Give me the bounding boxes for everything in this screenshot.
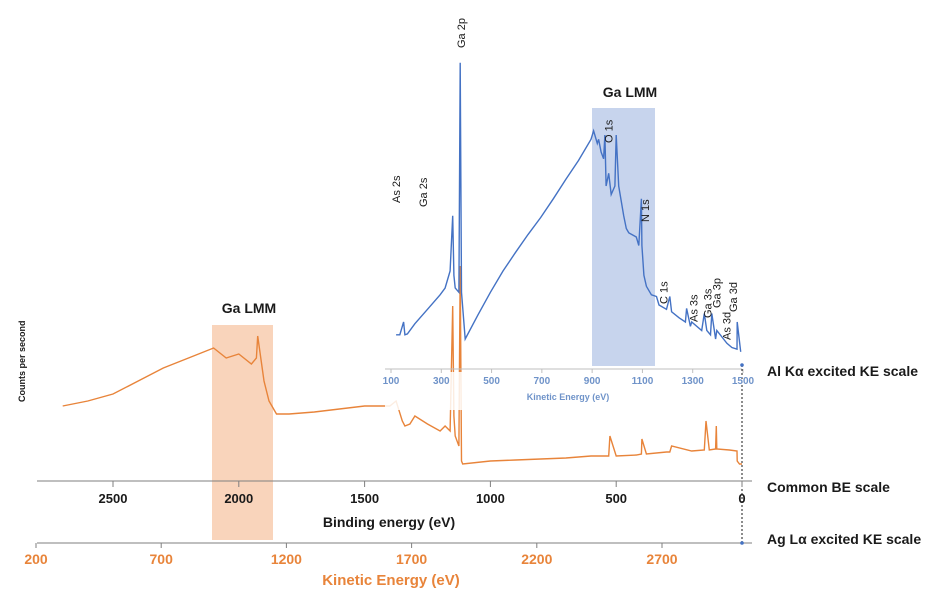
zero-marker-bottom [740,541,744,545]
ga-lmm-al-region [592,108,655,366]
al-ke-tick-label: 700 [534,376,551,387]
al-ke-tick-label: 1300 [682,376,705,387]
peak-label: N 1s [640,199,652,222]
peak-label: As 3s [689,294,701,322]
ag-ke-tick-label: 700 [150,551,174,567]
ag-ke-tick-label: 200 [24,551,48,567]
al-ke-axis: Kinetic Energy (eV) [385,368,742,402]
be-tick-label: 2000 [224,491,253,506]
al-ke-tick-label: 900 [584,376,601,387]
ag-ke-tick-label: 2700 [646,551,677,567]
ag-ke-tick-label: 1200 [271,551,302,567]
be-scale-name: Common BE scale [767,479,890,495]
al-ke-axis-backdrop [385,372,745,410]
al-ke-scale-name: Al Kα excited KE scale [767,363,918,379]
be-tick-label: 0 [738,491,745,506]
series-ag-la-line [62,265,742,465]
series-al-ka-line [396,62,742,352]
y-axis-label: Counts per second [17,320,27,402]
ga-lmm-al-label: Ga LMM [603,84,657,100]
ga-lmm-ag-region [212,325,273,540]
ag-ke-tick-label: 2200 [521,551,552,567]
be-axis-label: Binding energy (eV) [323,514,455,530]
ag-ke-axis-label: Kinetic Energy (eV) [322,572,460,589]
be-tick-label: 500 [605,491,627,506]
region-layer: Ga LMM Ga LMM [212,84,657,540]
ag-ke-axis: Kinetic Energy (eV) [37,542,752,589]
al-ke-tick-label: 1100 [632,376,654,387]
be-tick-label: 1000 [476,491,505,506]
al-ke-tick-label: 100 [383,376,400,387]
peak-label: Ga 2s [418,177,430,207]
peak-label: As 3d [722,312,734,340]
peak-label: C 1s [658,281,670,304]
peak-label: Ga 3p [712,278,724,308]
be-tick-label: 1500 [350,491,379,506]
peak-label: Ga 3d [728,282,740,312]
zero-marker-top [740,363,744,367]
ag-ke-tick-label: 1700 [396,551,427,567]
tick-layer: 2500 2000 1500 1000 500 0 200 700 1200 1700 2200 27… [24,369,755,567]
ga-lmm-ag-label: Ga LMM [222,300,276,316]
peak-label: Ga 3s [703,288,715,318]
al-ke-axis-label: Kinetic Energy (eV) [527,392,610,402]
be-axis: Binding energy (eV) [37,480,752,530]
al-ke-tick-label: 300 [433,376,450,387]
ag-ke-scale-name: Ag Lα excited KE scale [767,531,921,547]
peak-label: As 2s [391,175,403,203]
peak-label: O 1s [603,119,615,143]
be-tick-label: 2500 [99,491,128,506]
al-ke-tick-label: 1500 [732,376,755,387]
peak-label: Ga 2p [456,18,468,48]
al-ke-tick-label: 500 [483,376,500,387]
